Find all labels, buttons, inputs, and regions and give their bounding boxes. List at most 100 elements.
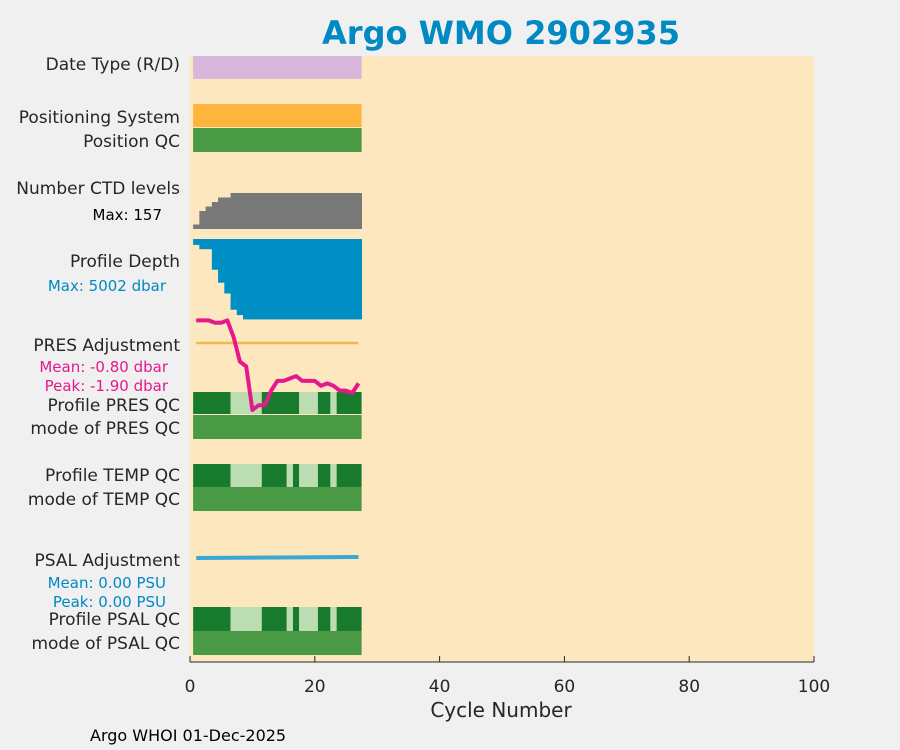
depth-bar-20 xyxy=(311,239,319,320)
label-positioning-system: Positioning System xyxy=(19,108,180,128)
x-tick-label-20: 20 xyxy=(304,677,326,697)
label-pres-adjustment: PRES Adjustment xyxy=(33,336,180,356)
ctd-bar-9 xyxy=(243,193,250,229)
psal-qc-segment-8 xyxy=(330,607,337,631)
depth-bar-14 xyxy=(274,239,281,320)
label-mode-psal-qc: mode of PSAL QC xyxy=(31,634,180,654)
psal-qc-segment-3 xyxy=(261,607,287,631)
temp-qc-segment-9 xyxy=(336,464,362,487)
temp-qc-segment-8 xyxy=(330,464,337,487)
label-profile-pres-qc: Profile PRES QC xyxy=(47,396,180,416)
psal-adjustment-line xyxy=(196,555,359,560)
psal-qc-segment-5 xyxy=(292,607,300,631)
depth-bar-15 xyxy=(280,239,288,320)
x-tick-label-40: 40 xyxy=(429,677,451,697)
ctd-bar-2 xyxy=(199,211,206,229)
label-psal-mean: Mean: 0.00 PSU xyxy=(48,574,166,592)
pres-qc-segment-5 xyxy=(317,392,331,414)
depth-bar-9 xyxy=(243,239,250,320)
label-profile-depth: Profile Depth xyxy=(70,252,180,272)
ctd-bar-11 xyxy=(255,193,263,229)
ctd-bar-24 xyxy=(336,193,344,229)
ctd-bar-6 xyxy=(224,197,231,229)
ctd-bar-25 xyxy=(342,193,350,229)
pres-qc-segment-7 xyxy=(336,392,362,414)
ctd-bar-26 xyxy=(349,193,356,229)
x-axis: 0 20 40 60 80 100 xyxy=(185,656,830,697)
depth-bar-1 xyxy=(193,239,200,245)
chart-title: Argo WMO 2902935 xyxy=(322,14,680,52)
depth-bar-27 xyxy=(355,239,362,320)
x-tick-label-0: 0 xyxy=(185,677,196,697)
pres-qc-segment-1 xyxy=(193,392,231,414)
ctd-bar-19 xyxy=(305,193,313,229)
x-tick-label-100: 100 xyxy=(798,677,830,697)
ctd-bar-1 xyxy=(193,224,200,229)
label-psal-adjustment: PSAL Adjustment xyxy=(35,551,181,571)
psal-qc-segment-1 xyxy=(193,607,231,631)
label-depth-max: Max: 5002 dbar xyxy=(48,277,167,295)
depth-bar-26 xyxy=(349,239,356,320)
row-labels: Date Type (R/D) Positioning System Posit… xyxy=(16,55,180,654)
temp-qc-segment-4 xyxy=(286,464,293,487)
ctd-bar-21 xyxy=(317,193,325,229)
pres-qc-segment-2 xyxy=(230,392,262,414)
depth-bar-5 xyxy=(218,239,225,283)
depth-bar-8 xyxy=(236,239,244,316)
ctd-bar-17 xyxy=(292,193,300,229)
label-profile-temp-qc: Profile TEMP QC xyxy=(45,466,180,486)
depth-bar-22 xyxy=(324,239,331,320)
temp-qc-segment-1 xyxy=(193,464,231,487)
ctd-bar-4 xyxy=(211,202,219,229)
depth-bar-19 xyxy=(305,239,313,320)
label-date-type: Date Type (R/D) xyxy=(46,55,180,75)
depth-bar-13 xyxy=(268,239,275,320)
pres-qc-segment-6 xyxy=(330,392,337,414)
ctd-bar-23 xyxy=(330,193,338,229)
depth-bar-24 xyxy=(336,239,344,320)
psal-qc-segment-7 xyxy=(317,607,331,631)
bar-position-qc xyxy=(193,128,362,152)
plot-area xyxy=(190,56,814,662)
x-tick-label-80: 80 xyxy=(678,677,700,697)
ctd-bar-15 xyxy=(280,193,288,229)
label-position-qc: Position QC xyxy=(83,132,180,152)
ctd-bar-13 xyxy=(268,193,275,229)
depth-bar-10 xyxy=(249,239,256,320)
bar-positioning-system xyxy=(193,104,362,127)
label-pres-mean: Mean: -0.80 dbar xyxy=(39,358,169,376)
ctd-bar-10 xyxy=(249,193,256,229)
psal-qc-segment-2 xyxy=(230,607,262,631)
temp-qc-segment-5 xyxy=(292,464,300,487)
psal-qc-segment-6 xyxy=(299,607,318,631)
pres-adjustment-line xyxy=(196,318,361,412)
bar-date-type xyxy=(193,56,362,79)
x-tick-label-60: 60 xyxy=(554,677,576,697)
psal-qc-segment-9 xyxy=(336,607,362,631)
footer-credit: Argo WHOI 01-Dec-2025 xyxy=(90,726,286,745)
temp-qc-segment-2 xyxy=(230,464,262,487)
ctd-bar-27 xyxy=(355,193,362,229)
depth-bar-7 xyxy=(230,239,238,310)
ctd-bar-7 xyxy=(230,193,238,229)
label-psal-peak: Peak: 0.00 PSU xyxy=(53,593,166,611)
depth-bar-16 xyxy=(286,239,294,320)
ctd-bar-18 xyxy=(299,193,306,229)
depth-bar-17 xyxy=(292,239,300,320)
ctd-bar-5 xyxy=(218,197,225,229)
depth-bar-3 xyxy=(205,239,213,250)
label-mode-temp-qc: mode of TEMP QC xyxy=(28,490,180,510)
bar-mode-psal-qc xyxy=(193,631,362,655)
depth-bar-18 xyxy=(299,239,306,320)
depth-bar-2 xyxy=(199,239,206,250)
label-ctd-max: Max: 157 xyxy=(93,206,162,224)
ctd-bar-3 xyxy=(205,206,213,229)
pres-qc-segment-4 xyxy=(299,392,318,414)
temp-qc-segment-3 xyxy=(261,464,287,487)
x-axis-label: Cycle Number xyxy=(430,698,572,722)
pres-qc-segment-3 xyxy=(261,392,300,414)
temp-qc-segment-6 xyxy=(299,464,318,487)
label-profile-psal-qc: Profile PSAL QC xyxy=(49,610,180,630)
ctd-bar-12 xyxy=(261,193,269,229)
